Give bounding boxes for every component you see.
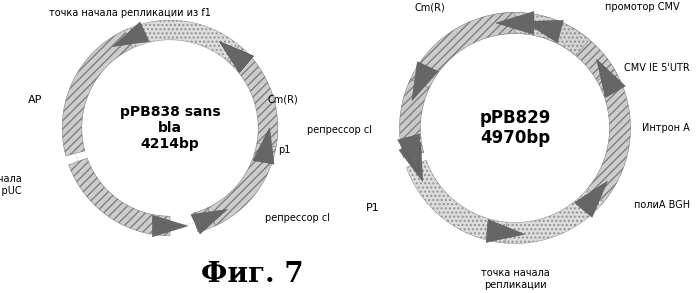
Text: pPB829
4970bp: pPB829 4970bp <box>480 109 551 147</box>
Polygon shape <box>207 143 276 226</box>
Polygon shape <box>400 79 429 158</box>
Text: CMV IE 5'UTR: CMV IE 5'UTR <box>624 63 690 73</box>
Text: Интрон А: Интрон А <box>643 123 690 133</box>
Polygon shape <box>524 20 564 42</box>
Text: Cm(R): Cm(R) <box>268 95 299 105</box>
Polygon shape <box>113 22 149 47</box>
Polygon shape <box>596 59 625 98</box>
Polygon shape <box>410 13 515 88</box>
Text: точка начала
репликации из pUC: точка начала репликации из pUC <box>0 174 22 196</box>
Polygon shape <box>515 13 589 56</box>
Text: промотор CMV: промотор CMV <box>606 2 680 12</box>
Polygon shape <box>496 11 534 35</box>
Text: репрессор cl: репрессор cl <box>307 125 372 135</box>
Polygon shape <box>153 215 188 237</box>
Polygon shape <box>495 13 545 37</box>
Polygon shape <box>575 181 608 217</box>
Polygon shape <box>398 134 420 173</box>
Polygon shape <box>62 30 133 156</box>
Text: репрессор cl: репрессор cl <box>265 213 330 223</box>
Polygon shape <box>220 42 253 73</box>
Polygon shape <box>227 45 278 147</box>
Text: точка начала
репликации: точка начала репликации <box>481 268 550 289</box>
Polygon shape <box>540 16 615 81</box>
Text: Cm(R): Cm(R) <box>414 2 445 12</box>
Polygon shape <box>253 128 274 164</box>
Polygon shape <box>587 70 631 202</box>
Polygon shape <box>69 158 170 236</box>
Polygon shape <box>505 189 603 243</box>
Polygon shape <box>407 160 507 243</box>
Polygon shape <box>399 142 423 182</box>
Polygon shape <box>220 42 253 73</box>
Text: точка начала репликации из f1: точка начала репликации из f1 <box>49 8 211 18</box>
Polygon shape <box>193 208 216 232</box>
Polygon shape <box>191 209 228 234</box>
Polygon shape <box>486 219 525 243</box>
Text: P1: P1 <box>366 203 380 213</box>
Text: pPB838 sans
bla
4214bp: pPB838 sans bla 4214bp <box>120 105 220 151</box>
Polygon shape <box>412 62 438 101</box>
Polygon shape <box>125 20 239 60</box>
Text: AP: AP <box>27 95 42 105</box>
Text: полиA BGH: полиA BGH <box>634 200 690 210</box>
Text: Фиг. 7: Фиг. 7 <box>201 261 303 288</box>
Text: p1: p1 <box>278 145 290 155</box>
